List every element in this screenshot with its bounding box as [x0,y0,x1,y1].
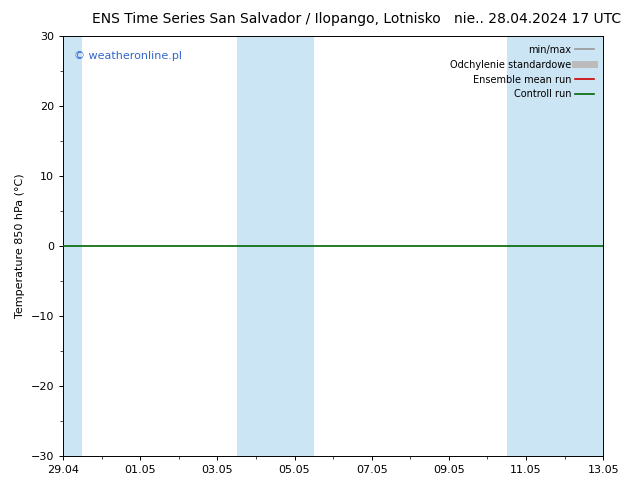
Legend: min/max, Odchylenie standardowe, Ensemble mean run, Controll run: min/max, Odchylenie standardowe, Ensembl… [446,41,598,103]
Y-axis label: Temperature 850 hPa (°C): Temperature 850 hPa (°C) [15,174,25,318]
Text: nie.. 28.04.2024 17 UTC: nie.. 28.04.2024 17 UTC [454,12,621,26]
Bar [236,36,314,456]
Text: © weatheronline.pl: © weatheronline.pl [74,51,182,61]
Text: ENS Time Series San Salvador / Ilopango, Lotnisko: ENS Time Series San Salvador / Ilopango,… [92,12,441,26]
Bar [507,36,623,456]
Bar [44,36,82,456]
